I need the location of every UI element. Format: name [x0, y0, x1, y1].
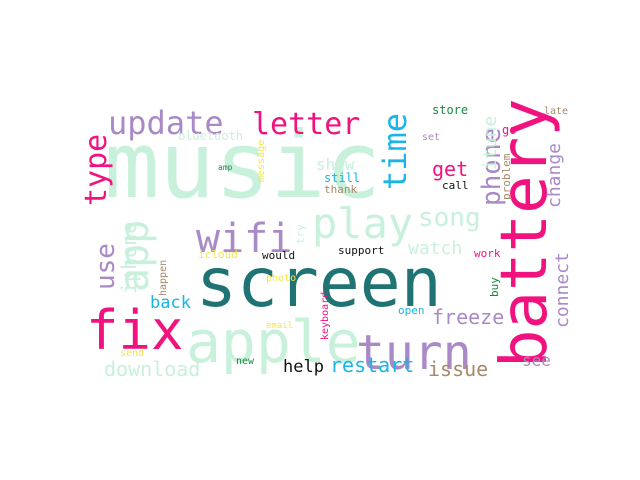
word-download: download: [104, 357, 200, 381]
word-late: late: [544, 106, 568, 117]
word-email: email: [266, 321, 293, 331]
word-send: send: [120, 348, 144, 359]
word-open: open: [398, 304, 425, 317]
word-issue: issue: [428, 357, 488, 381]
word-try: try: [294, 224, 307, 244]
word-amp: amp: [218, 163, 233, 172]
word-still: still: [324, 171, 360, 185]
word-play: play: [312, 199, 413, 248]
word-phone: phone: [477, 128, 507, 206]
word-buy: buy: [488, 277, 501, 297]
word-change: change: [544, 143, 565, 208]
word-battery: battery: [488, 98, 562, 368]
word-happen: happen: [158, 260, 169, 296]
word-photo: photo: [266, 273, 296, 284]
word-app: app: [112, 220, 158, 292]
word-itune: itune: [480, 116, 501, 170]
word-use: use: [91, 243, 121, 290]
word-type: type: [79, 134, 114, 206]
word-work: work: [474, 247, 501, 260]
word-back: back: [150, 293, 191, 313]
word-music: music: [104, 112, 381, 219]
word-letter: letter: [252, 107, 360, 142]
word-set: set: [422, 132, 440, 143]
word-watch: watch: [408, 238, 462, 259]
word-would: would: [262, 249, 295, 262]
word-go: go: [502, 123, 516, 137]
word-bluetooth: bluetooth: [178, 129, 243, 143]
word-wifi: wifi: [196, 216, 292, 262]
word-apple: apple: [186, 308, 361, 376]
word-show: show: [316, 155, 355, 174]
word-thank: thank: [324, 183, 357, 196]
word-song: song: [418, 203, 481, 233]
word-fix: fix: [86, 299, 184, 362]
word-get: get: [432, 157, 468, 181]
word-keyboard: keyboard: [320, 292, 331, 340]
word-freeze: freeze: [432, 305, 504, 329]
word-call: call: [442, 179, 469, 192]
word-screen: screen: [196, 244, 442, 323]
word-see: see: [522, 351, 551, 370]
word-message: message: [256, 140, 267, 182]
word-problem: problem: [500, 153, 513, 200]
word-store: store: [432, 103, 468, 117]
word-support: support: [338, 244, 384, 257]
word-update: update: [108, 104, 224, 142]
word-restart: restart: [330, 353, 414, 377]
word-iphone: iphone: [117, 222, 141, 294]
word-time: time: [376, 113, 414, 190]
word-icloud: icloud: [198, 248, 238, 261]
word-turn: turn: [356, 325, 472, 381]
word-help: help: [283, 357, 324, 377]
word-connect: connect: [552, 252, 573, 328]
word-new: new: [236, 356, 255, 367]
